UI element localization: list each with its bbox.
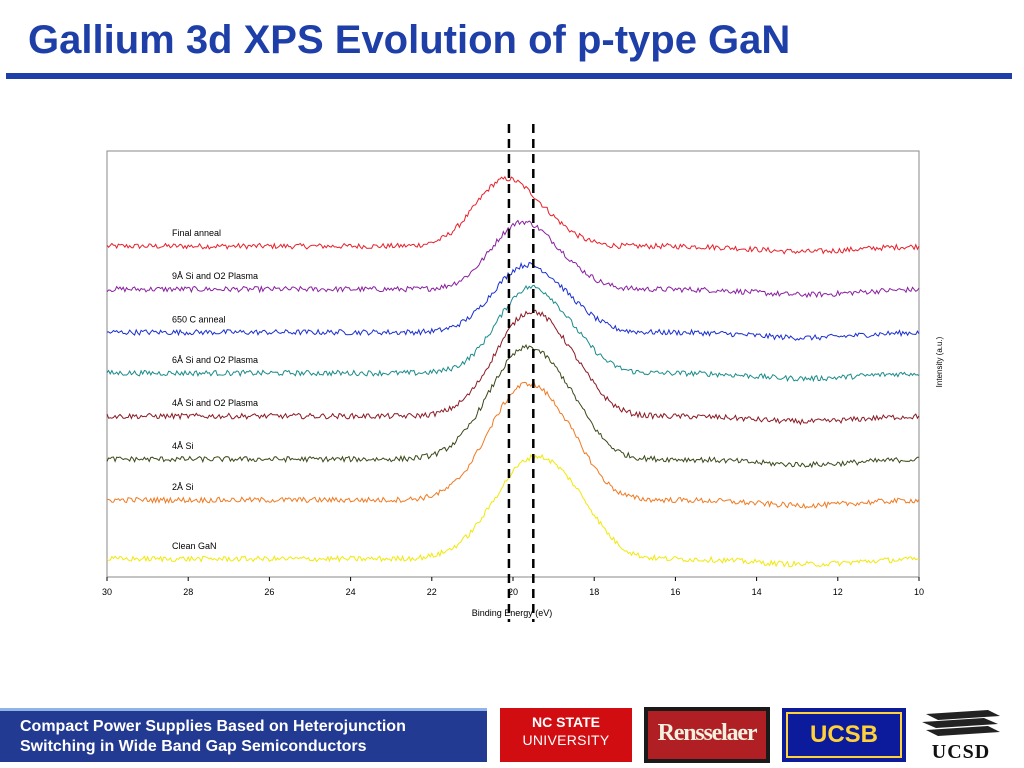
series-label-7: 2Å Si [172,482,194,492]
title-underline [6,73,1012,79]
series-label-6: 4Å Si [172,441,194,451]
series-labels: Final anneal 9Å Si and O2 Plasma 650 C ann… [172,228,258,551]
series-label-2: 9Å Si and O2 Plasma [172,271,258,281]
x-tick-label-9: 14 [752,587,762,597]
footer-line-2: Switching in Wide Band Gap Semiconductor… [20,738,367,755]
ncstate-logo: NC STATE UNIVERSITY [500,708,632,762]
x-tick-label-5: 22 [427,587,437,597]
x-tick-label-1: 30 [102,587,112,597]
xps-chart: Final anneal 9Å Si and O2 Plasma 650 C ann… [102,124,944,622]
plot-frame [106,150,920,578]
series-line-7 [106,381,920,509]
x-tick-label-11: 10 [914,587,924,597]
series-label-8: Clean GaN [172,541,217,551]
series-line-3 [106,261,920,341]
x-tick-label-8: 16 [670,587,680,597]
series-line-6 [106,344,920,469]
ucsd-logo-text: UCSD [931,741,991,763]
series-label-3: 650 C anneal [172,314,226,324]
ucsb-logo-text: UCSB [786,712,902,758]
series-layer [106,175,920,568]
ncstate-logo-line2: UNIVERSITY [522,732,610,748]
series-line-4 [106,284,920,383]
reference-lines [507,124,535,622]
x-axis-label: Binding Energy (eV) [472,608,553,618]
x-axis: 30 28 26 24 22 20 18 16 14 12 10 [102,577,924,597]
page-title: Gallium 3d XPS Evolution of p-type GaN [28,18,791,62]
x-tick-label-7: 18 [589,587,599,597]
rensselaer-logo: Rensselaer [644,707,770,763]
ucsd-emblem-icon [922,710,1000,736]
series-line-2 [106,219,920,299]
ucsd-logo: UCSD [918,706,1004,764]
x-tick-label-2: 28 [183,587,193,597]
footer-banner: Compact Power Supplies Based on Heteroju… [0,708,487,762]
series-line-1 [106,175,920,255]
ucsb-logo: UCSB [782,708,906,762]
rensselaer-logo-text: Rensselaer [648,711,766,759]
x-tick-label-4: 24 [346,587,356,597]
footer-line-1: Compact Power Supplies Based on Heteroju… [20,718,406,735]
x-tick-label-6: 20 [508,587,518,597]
series-line-8 [106,453,920,568]
ncstate-logo-line1: NC STATE [532,714,600,730]
x-tick-label-10: 12 [833,587,843,597]
series-label-5: 4Å Si and O2 Plasma [172,398,258,408]
series-label-4: 6Å Si and O2 Plasma [172,355,258,365]
series-label-1: Final anneal [172,228,221,238]
series-line-5 [106,309,920,426]
x-tick-label-3: 26 [264,587,274,597]
y-axis-label: Intensity (a.u.) [935,336,944,387]
